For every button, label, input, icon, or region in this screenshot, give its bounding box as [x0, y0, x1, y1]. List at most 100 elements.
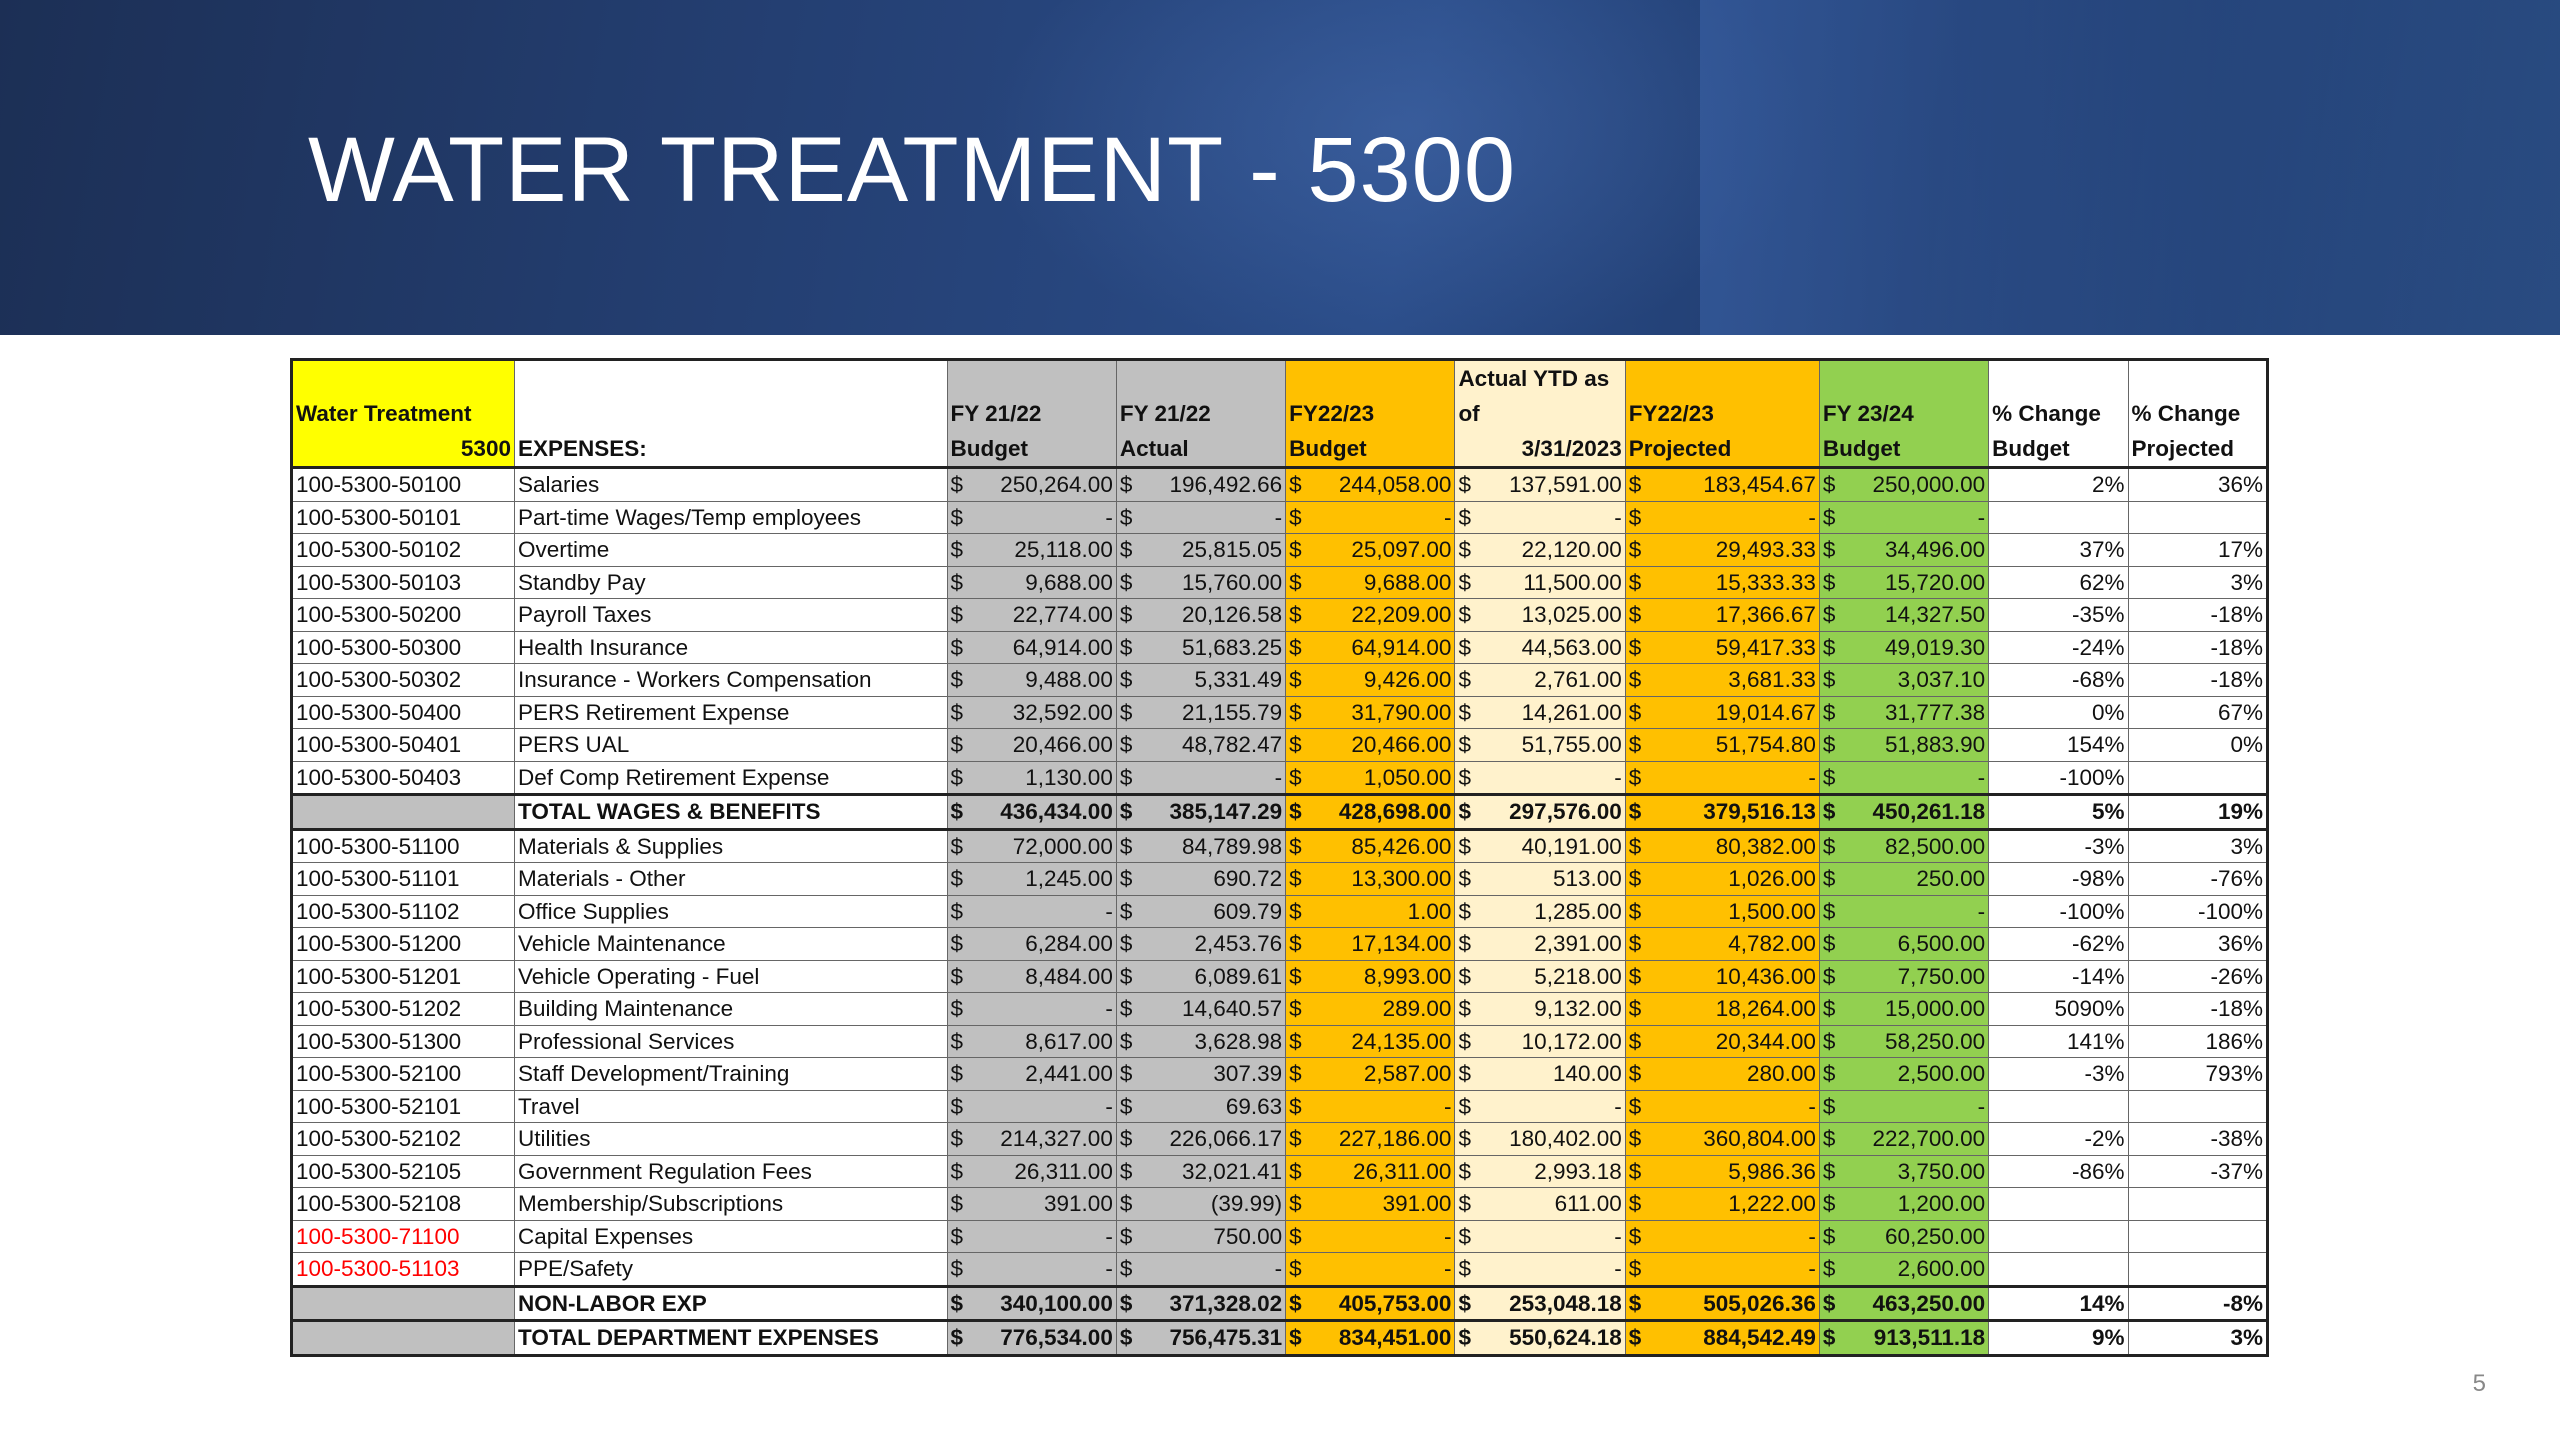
cell-b2223: $13,300.00 — [1285, 862, 1456, 896]
cell-proj: $ - — [1624, 1219, 1820, 1253]
cell-pcb: -100% — [1988, 760, 2129, 795]
cell-b2122: $ - — [946, 500, 1117, 534]
cell-a2122: $2,453.76 — [1115, 927, 1287, 961]
cell-proj: $ - — [1624, 760, 1820, 795]
cell-account: 100-5300-51101 — [291, 862, 515, 896]
total-wages-row: TOTAL WAGES & BENEFITS $436,434.00 $385,14… — [291, 793, 2269, 830]
cell-a2122: $20,126.58 — [1115, 598, 1287, 632]
cell-proj: $183,454.67 — [1624, 467, 1820, 502]
cell-pcp: 36% — [2127, 927, 2269, 961]
cell-ytd: $253,048.18 — [1454, 1284, 1626, 1321]
cell-b2122: $6,284.00 — [946, 927, 1117, 961]
cell-b2223: $ - — [1285, 1219, 1456, 1253]
cell-pcp — [2127, 760, 2269, 795]
cell-a2122: $ - — [1115, 1252, 1287, 1287]
cell-ytd: $137,591.00 — [1454, 467, 1626, 502]
cell-b2223: $428,698.00 — [1285, 793, 1456, 830]
cell-b2324: $450,261.18 — [1818, 793, 1990, 830]
cell-b2223: $24,135.00 — [1285, 1024, 1456, 1058]
table-row: 100-5300-51202 Building Maintenance $ - $14,… — [291, 992, 2269, 1026]
cell-account: 100-5300-51102 — [291, 894, 515, 928]
cell-b2223: $17,134.00 — [1285, 927, 1456, 961]
cell-ytd: $10,172.00 — [1454, 1024, 1626, 1058]
slide-title: WATER TREATMENT - 5300 — [308, 119, 1516, 221]
cell-b2324: $34,496.00 — [1818, 533, 1990, 567]
cell-b2324: $15,000.00 — [1818, 992, 1990, 1026]
header-pct-change-budget: % Change Budget — [1988, 359, 2129, 469]
cell-b2122: $391.00 — [946, 1187, 1117, 1221]
header-fy2122-budget: FY 21/22 Budget — [946, 359, 1117, 469]
cell-proj: $379,516.13 — [1624, 793, 1820, 830]
cell-description: Salaries — [513, 467, 948, 502]
cell-account: 100-5300-71100 — [291, 1219, 515, 1253]
cell-pcb: 154% — [1988, 728, 2129, 762]
cell-ytd: $44,563.00 — [1454, 630, 1626, 664]
cell-b2324: $58,250.00 — [1818, 1024, 1990, 1058]
cell-account: 100-5300-51103 — [291, 1252, 515, 1287]
cell-pcb: 14% — [1988, 1284, 2129, 1321]
cell-account — [291, 1319, 515, 1356]
cell-a2122: $15,760.00 — [1115, 565, 1287, 599]
cell-b2122: $20,466.00 — [946, 728, 1117, 762]
table-row: 100-5300-52102 Utilities $214,327.00 $226,0… — [291, 1122, 2269, 1156]
cell-account: 100-5300-50302 — [291, 663, 515, 697]
cell-pcb: -3% — [1988, 827, 2129, 863]
cell-pcp: -18% — [2127, 992, 2269, 1026]
cell-b2122: $1,130.00 — [946, 760, 1117, 795]
table-row: 100-5300-50403 Def Comp Retirement Expens… — [291, 760, 2269, 795]
cell-proj: $20,344.00 — [1624, 1024, 1820, 1058]
cell-account: 100-5300-52102 — [291, 1122, 515, 1156]
cell-account: 100-5300-50401 — [291, 728, 515, 762]
department-total-row: TOTAL DEPARTMENT EXPENSES $776,534.00 $756… — [291, 1319, 2269, 1356]
non-labor-total-row: NON-LABOR EXP $340,100.00 $371,328.02 $405,… — [291, 1284, 2269, 1321]
cell-b2122: $ - — [946, 1089, 1117, 1123]
table-header-row: Water Treatment 5300 EXPENSES: FY 21/22 B… — [291, 359, 2269, 469]
cell-b2223: $25,097.00 — [1285, 533, 1456, 567]
cell-proj: $3,681.33 — [1624, 663, 1820, 697]
cell-b2223: $85,426.00 — [1285, 827, 1456, 863]
table-row: 100-5300-52108 Membership/Subscriptions $3… — [291, 1187, 2269, 1221]
cell-b2324: $49,019.30 — [1818, 630, 1990, 664]
cell-a2122: $6,089.61 — [1115, 959, 1287, 993]
cell-account: 100-5300-50102 — [291, 533, 515, 567]
cell-b2223: $289.00 — [1285, 992, 1456, 1026]
cell-pcp: -26% — [2127, 959, 2269, 993]
cell-b2122: $ - — [946, 1219, 1117, 1253]
cell-account: 100-5300-52101 — [291, 1089, 515, 1123]
cell-description: Insurance - Workers Compensation — [513, 663, 948, 697]
cell-b2122: $72,000.00 — [946, 827, 1117, 863]
cell-pcb: -86% — [1988, 1154, 2129, 1188]
cell-proj: $280.00 — [1624, 1057, 1820, 1091]
cell-ytd: $51,755.00 — [1454, 728, 1626, 762]
cell-proj: $29,493.33 — [1624, 533, 1820, 567]
cell-proj: $17,366.67 — [1624, 598, 1820, 632]
cell-pcp — [2127, 500, 2269, 534]
cell-a2122: $25,815.05 — [1115, 533, 1287, 567]
cell-b2223: $405,753.00 — [1285, 1284, 1456, 1321]
cell-pcb: -98% — [1988, 862, 2129, 896]
cell-account: 100-5300-50101 — [291, 500, 515, 534]
cell-account: 100-5300-51300 — [291, 1024, 515, 1058]
cell-pcp: 186% — [2127, 1024, 2269, 1058]
cell-pcp — [2127, 1187, 2269, 1221]
cell-a2122: $48,782.47 — [1115, 728, 1287, 762]
cell-b2223: $1,050.00 — [1285, 760, 1456, 795]
table-row: 100-5300-50200 Payroll Taxes $22,774.00 $20… — [291, 598, 2269, 632]
cell-pcp: -76% — [2127, 862, 2269, 896]
cell-ytd: $513.00 — [1454, 862, 1626, 896]
cell-description: PERS UAL — [513, 728, 948, 762]
cell-description: Travel — [513, 1089, 948, 1123]
cell-proj: $80,382.00 — [1624, 827, 1820, 863]
cell-b2122: $8,484.00 — [946, 959, 1117, 993]
cell-ytd: $2,761.00 — [1454, 663, 1626, 697]
cell-ytd: $ - — [1454, 500, 1626, 534]
cell-b2324: $31,777.38 — [1818, 695, 1990, 729]
cell-proj: $1,222.00 — [1624, 1187, 1820, 1221]
cell-description: PPE/Safety — [513, 1252, 948, 1287]
cell-b2223: $ - — [1285, 1089, 1456, 1123]
table-row: 100-5300-50302 Insurance - Workers Compen… — [291, 663, 2269, 697]
cell-description: Def Comp Retirement Expense — [513, 760, 948, 795]
cell-pcb: 141% — [1988, 1024, 2129, 1058]
table-row: 100-5300-51101 Materials - Other $1,245.00… — [291, 862, 2269, 896]
cell-b2223: $1.00 — [1285, 894, 1456, 928]
